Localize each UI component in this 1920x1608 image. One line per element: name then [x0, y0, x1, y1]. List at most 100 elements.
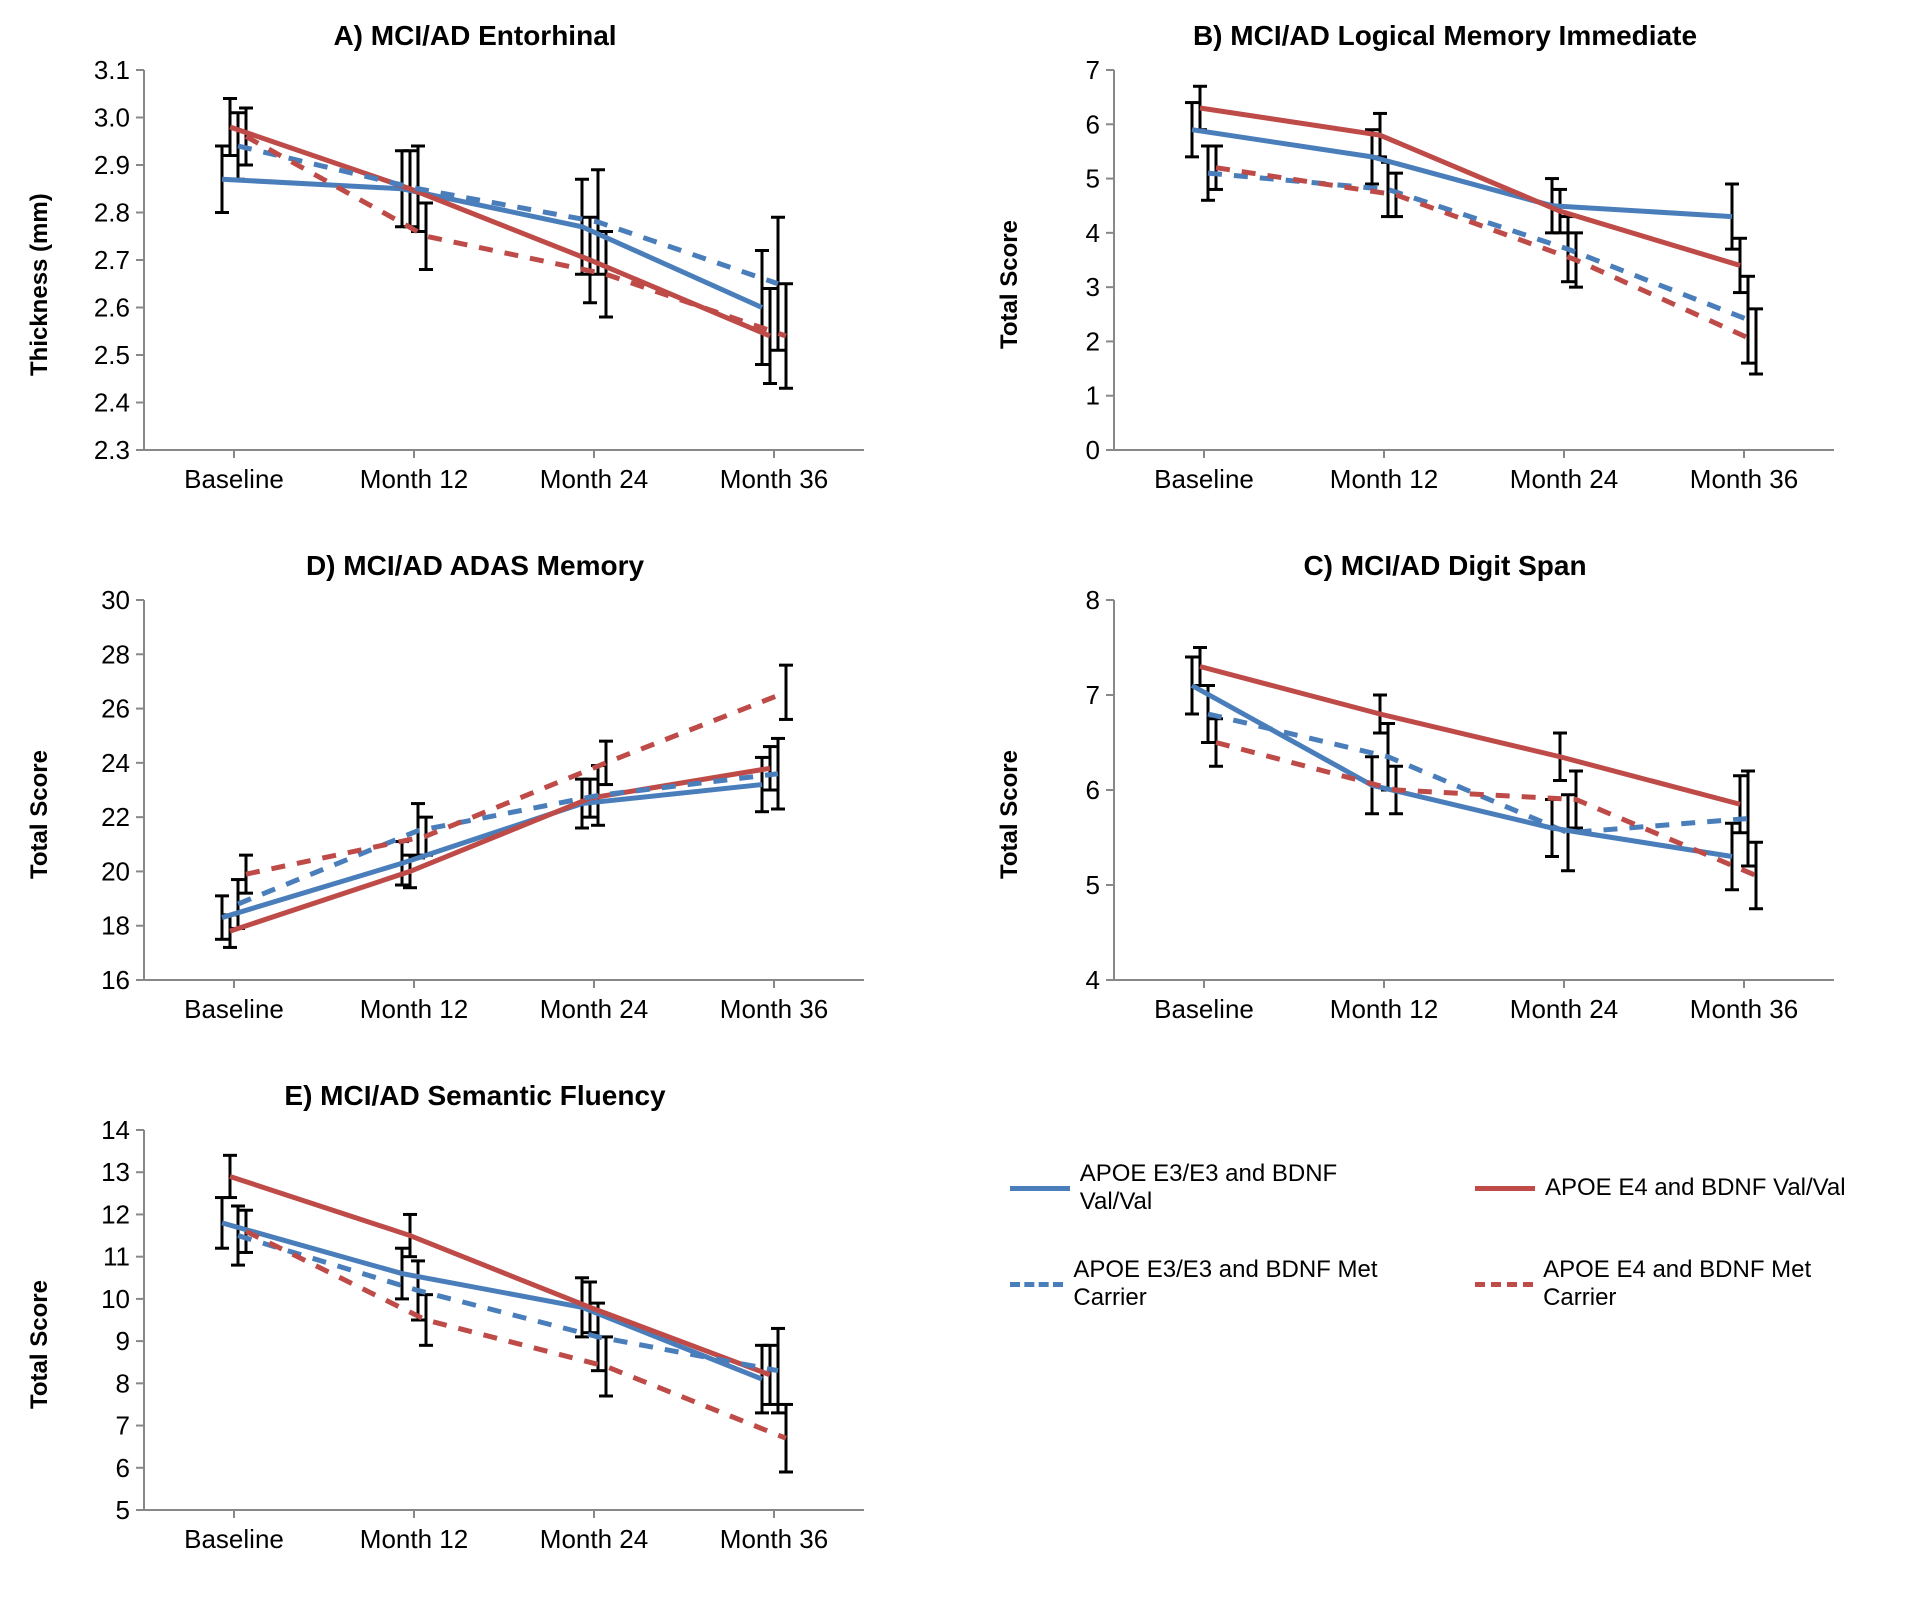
svg-text:Month 36: Month 36: [1690, 464, 1798, 494]
svg-text:9: 9: [116, 1326, 130, 1356]
svg-text:0: 0: [1086, 435, 1100, 465]
legend-swatch: [1010, 1186, 1070, 1191]
y-axis-label-D: Total Score: [20, 590, 54, 1040]
svg-text:2: 2: [1086, 326, 1100, 356]
panel-title-C: C) MCI/AD Digit Span: [990, 550, 1900, 582]
svg-text:4: 4: [1086, 965, 1100, 995]
chart-svg-D: 1618202224262830BaselineMonth 12Month 24…: [54, 590, 884, 1040]
svg-text:Baseline: Baseline: [184, 464, 284, 494]
series-red_dashed: [246, 692, 786, 874]
svg-text:Month 24: Month 24: [540, 994, 648, 1024]
legend-item: APOE E3/E3 and BDNF Met Carrier: [1010, 1256, 1415, 1312]
svg-text:6: 6: [1086, 775, 1100, 805]
svg-text:12: 12: [101, 1199, 130, 1229]
series-red_solid: [1200, 108, 1740, 265]
svg-text:7: 7: [1086, 60, 1100, 85]
svg-text:2.4: 2.4: [94, 388, 130, 418]
legend-item: APOE E3/E3 and BDNF Val/Val: [1010, 1160, 1415, 1216]
y-axis-label-A: Thickness (mm): [20, 60, 54, 510]
svg-text:14: 14: [101, 1120, 130, 1145]
svg-text:18: 18: [101, 911, 130, 941]
svg-text:11: 11: [103, 1242, 130, 1272]
svg-text:6: 6: [1086, 109, 1100, 139]
svg-text:10: 10: [101, 1284, 130, 1314]
legend-label: APOE E4 and BDNF Met Carrier: [1543, 1256, 1880, 1312]
legend-item: APOE E4 and BDNF Val/Val: [1475, 1160, 1880, 1216]
svg-text:3: 3: [1086, 272, 1100, 302]
panel-A: A) MCI/AD Entorhinal Thickness (mm) 2.3 2.4…: [20, 20, 930, 510]
svg-text:Month 12: Month 12: [1330, 994, 1438, 1024]
legend-swatch: [1475, 1282, 1533, 1287]
svg-text:3.0: 3.0: [94, 103, 130, 133]
svg-text:Month 24: Month 24: [1510, 994, 1618, 1024]
legend-swatch: [1475, 1186, 1535, 1191]
svg-text:Baseline: Baseline: [1154, 994, 1254, 1024]
svg-text:6: 6: [116, 1453, 130, 1483]
svg-text:Month 24: Month 24: [1510, 464, 1618, 494]
svg-text:Month 36: Month 36: [720, 1524, 828, 1554]
svg-text:26: 26: [101, 694, 130, 724]
chart-svg-C: 4 5 6 7 8 Baseline Month 12 Month 24 Month 36: [1024, 590, 1854, 1040]
svg-text:Month 24: Month 24: [540, 464, 648, 494]
panel-B: B) MCI/AD Logical Memory Immediate Total …: [990, 20, 1900, 510]
svg-text:Month 36: Month 36: [720, 994, 828, 1024]
svg-text:13: 13: [101, 1157, 130, 1187]
panel-D: D) MCI/AD ADAS MemoryTotal Score16182022…: [20, 550, 930, 1040]
svg-text:Month 12: Month 12: [360, 464, 468, 494]
panel-title-A: A) MCI/AD Entorhinal: [20, 20, 930, 52]
y-axis-label-C: Total Score: [990, 590, 1024, 1040]
svg-text:2.8: 2.8: [94, 198, 130, 228]
series-red_solid: [230, 1176, 770, 1374]
series-red_dashed: [1216, 743, 1756, 876]
svg-text:22: 22: [101, 802, 130, 832]
svg-text:28: 28: [101, 639, 130, 669]
charts-grid: A) MCI/AD Entorhinal Thickness (mm) 2.3 2.4…: [20, 20, 1900, 1570]
panel-title-D: D) MCI/AD ADAS Memory: [20, 550, 930, 582]
svg-text:3.1: 3.1: [94, 60, 130, 85]
svg-text:5: 5: [1086, 870, 1100, 900]
svg-text:30: 30: [101, 590, 130, 615]
svg-text:8: 8: [116, 1368, 130, 1398]
chart-svg-B: 01234567BaselineMonth 12Month 24Month 36: [1024, 60, 1854, 510]
series-blue_solid: [1192, 130, 1732, 217]
svg-text:Month 12: Month 12: [360, 1524, 468, 1554]
series-red_dashed: [1216, 168, 1756, 342]
panel-C: C) MCI/AD Digit Span Total Score 4 5 6 7 8 Base…: [990, 550, 1900, 1040]
svg-text:5: 5: [116, 1495, 130, 1525]
y-axis-label-B: Total Score: [990, 60, 1024, 510]
y-axis-label-E: Total Score: [20, 1120, 54, 1570]
svg-text:Month 36: Month 36: [720, 464, 828, 494]
svg-text:7: 7: [1086, 680, 1100, 710]
svg-text:Baseline: Baseline: [184, 1524, 284, 1554]
chart-svg-A: 2.32.42.52.62.72.82.93.03.1BaselineMonth…: [54, 60, 884, 510]
svg-text:20: 20: [101, 856, 130, 886]
series-blue_dashed: [238, 146, 778, 284]
series-blue_solid: [222, 179, 762, 307]
legend-label: APOE E4 and BDNF Val/Val: [1545, 1174, 1846, 1202]
svg-text:2.9: 2.9: [94, 150, 130, 180]
legend-swatch: [1010, 1282, 1063, 1287]
legend: APOE E3/E3 and BDNF Val/Val APOE E4 and B…: [990, 1080, 1900, 1570]
series-blue_dashed: [1208, 714, 1748, 833]
panel-title-B: B) MCI/AD Logical Memory Immediate: [990, 20, 1900, 52]
svg-text:Baseline: Baseline: [1154, 464, 1254, 494]
panel-title-E: E) MCI/AD Semantic Fluency: [20, 1080, 930, 1112]
svg-text:Month 12: Month 12: [1330, 464, 1438, 494]
svg-text:Month 36: Month 36: [1690, 994, 1798, 1024]
svg-text:24: 24: [101, 748, 130, 778]
legend-label: APOE E3/E3 and BDNF Met Carrier: [1073, 1256, 1415, 1312]
svg-text:7: 7: [116, 1411, 130, 1441]
series-blue_dashed: [1208, 173, 1748, 320]
svg-text:Baseline: Baseline: [184, 994, 284, 1024]
svg-text:2.5: 2.5: [94, 340, 130, 370]
legend-item: APOE E4 and BDNF Met Carrier: [1475, 1256, 1880, 1312]
svg-text:8: 8: [1086, 590, 1100, 615]
panel-E: E) MCI/AD Semantic Fluency Total Score 5 6 7…: [20, 1080, 930, 1570]
svg-text:2.7: 2.7: [94, 245, 130, 275]
svg-text:Month 12: Month 12: [360, 994, 468, 1024]
svg-text:2.3: 2.3: [94, 435, 130, 465]
svg-text:4: 4: [1086, 218, 1100, 248]
series-blue_solid: [222, 785, 762, 918]
svg-text:1: 1: [1086, 381, 1100, 411]
legend-label: APOE E3/E3 and BDNF Val/Val: [1080, 1160, 1415, 1216]
